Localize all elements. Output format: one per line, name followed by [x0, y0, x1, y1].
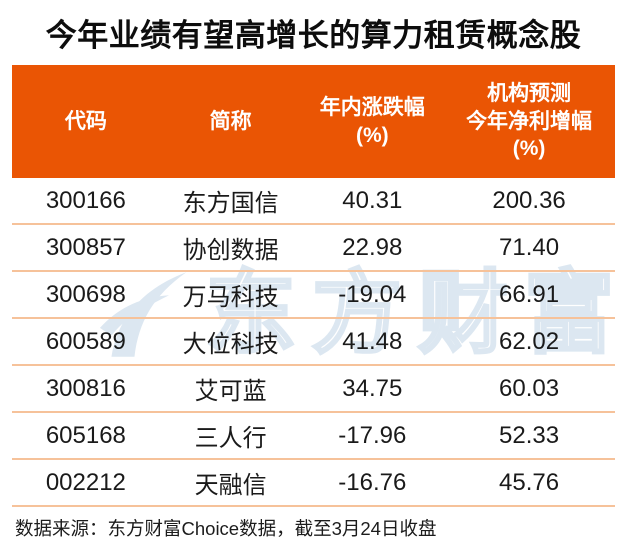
- col-header-profit-forecast: 机构预测 今年净利增幅 (%): [443, 65, 615, 178]
- cell-ytd-change: -17.96: [301, 412, 444, 460]
- cell-code: 300816: [12, 365, 160, 413]
- cell-profit-forecast: 66.91: [443, 271, 615, 319]
- table-row: 300857 协创数据 22.98 71.40: [12, 224, 615, 272]
- cell-code: 605168: [12, 412, 160, 460]
- table-row: 300166 东方国信 40.31 200.36: [12, 178, 615, 225]
- table-row: 600589 大位科技 41.48 62.02: [12, 318, 615, 366]
- cell-ytd-change: 22.98: [301, 224, 444, 272]
- cell-name: 协创数据: [159, 224, 302, 272]
- cell-code: 300166: [12, 178, 160, 225]
- cell-code: 300857: [12, 224, 160, 272]
- cell-name: 万马科技: [159, 271, 302, 319]
- table-row: 605168 三人行 -17.96 52.33: [12, 412, 615, 460]
- cell-ytd-change: -19.04: [301, 271, 444, 319]
- cell-code: 300698: [12, 271, 160, 319]
- col-header-name: 简称: [159, 65, 302, 178]
- cell-ytd-change: 41.48: [301, 318, 444, 366]
- cell-name: 艾可蓝: [159, 365, 302, 413]
- table-row: 300698 万马科技 -19.04 66.91: [12, 271, 615, 319]
- cell-profit-forecast: 45.76: [443, 459, 615, 507]
- cell-ytd-change: 34.75: [301, 365, 444, 413]
- cell-code: 600589: [12, 318, 160, 366]
- page-title: 今年业绩有望高增长的算力租赁概念股: [45, 18, 582, 53]
- cell-profit-forecast: 71.40: [443, 224, 615, 272]
- table-row: 300816 艾可蓝 34.75 60.03: [12, 365, 615, 413]
- col-header-ytd-change: 年内涨跌幅 (%): [301, 65, 444, 178]
- cell-code: 002212: [12, 459, 160, 507]
- cell-ytd-change: -16.76: [301, 459, 444, 507]
- stock-table-container: 东方财富 代码 简称 年内涨跌幅 (%) 机构预测 今年净利增幅 (%) 300…: [12, 65, 616, 507]
- table-row: 002212 天融信 -16.76 45.76: [12, 459, 615, 507]
- stock-table: 代码 简称 年内涨跌幅 (%) 机构预测 今年净利增幅 (%) 300166 东…: [12, 65, 615, 507]
- cell-name: 大位科技: [159, 318, 302, 366]
- data-source-note: 数据来源：东方财富Choice数据，截至3月24日收盘: [15, 518, 437, 539]
- cell-name: 东方国信: [159, 178, 302, 225]
- col-header-code: 代码: [12, 65, 160, 178]
- cell-profit-forecast: 200.36: [443, 178, 615, 225]
- cell-name: 天融信: [159, 459, 302, 507]
- table-header-row: 代码 简称 年内涨跌幅 (%) 机构预测 今年净利增幅 (%): [12, 65, 615, 178]
- cell-ytd-change: 40.31: [301, 178, 444, 225]
- cell-profit-forecast: 52.33: [443, 412, 615, 460]
- cell-name: 三人行: [159, 412, 302, 460]
- cell-profit-forecast: 62.02: [443, 318, 615, 366]
- cell-profit-forecast: 60.03: [443, 365, 615, 413]
